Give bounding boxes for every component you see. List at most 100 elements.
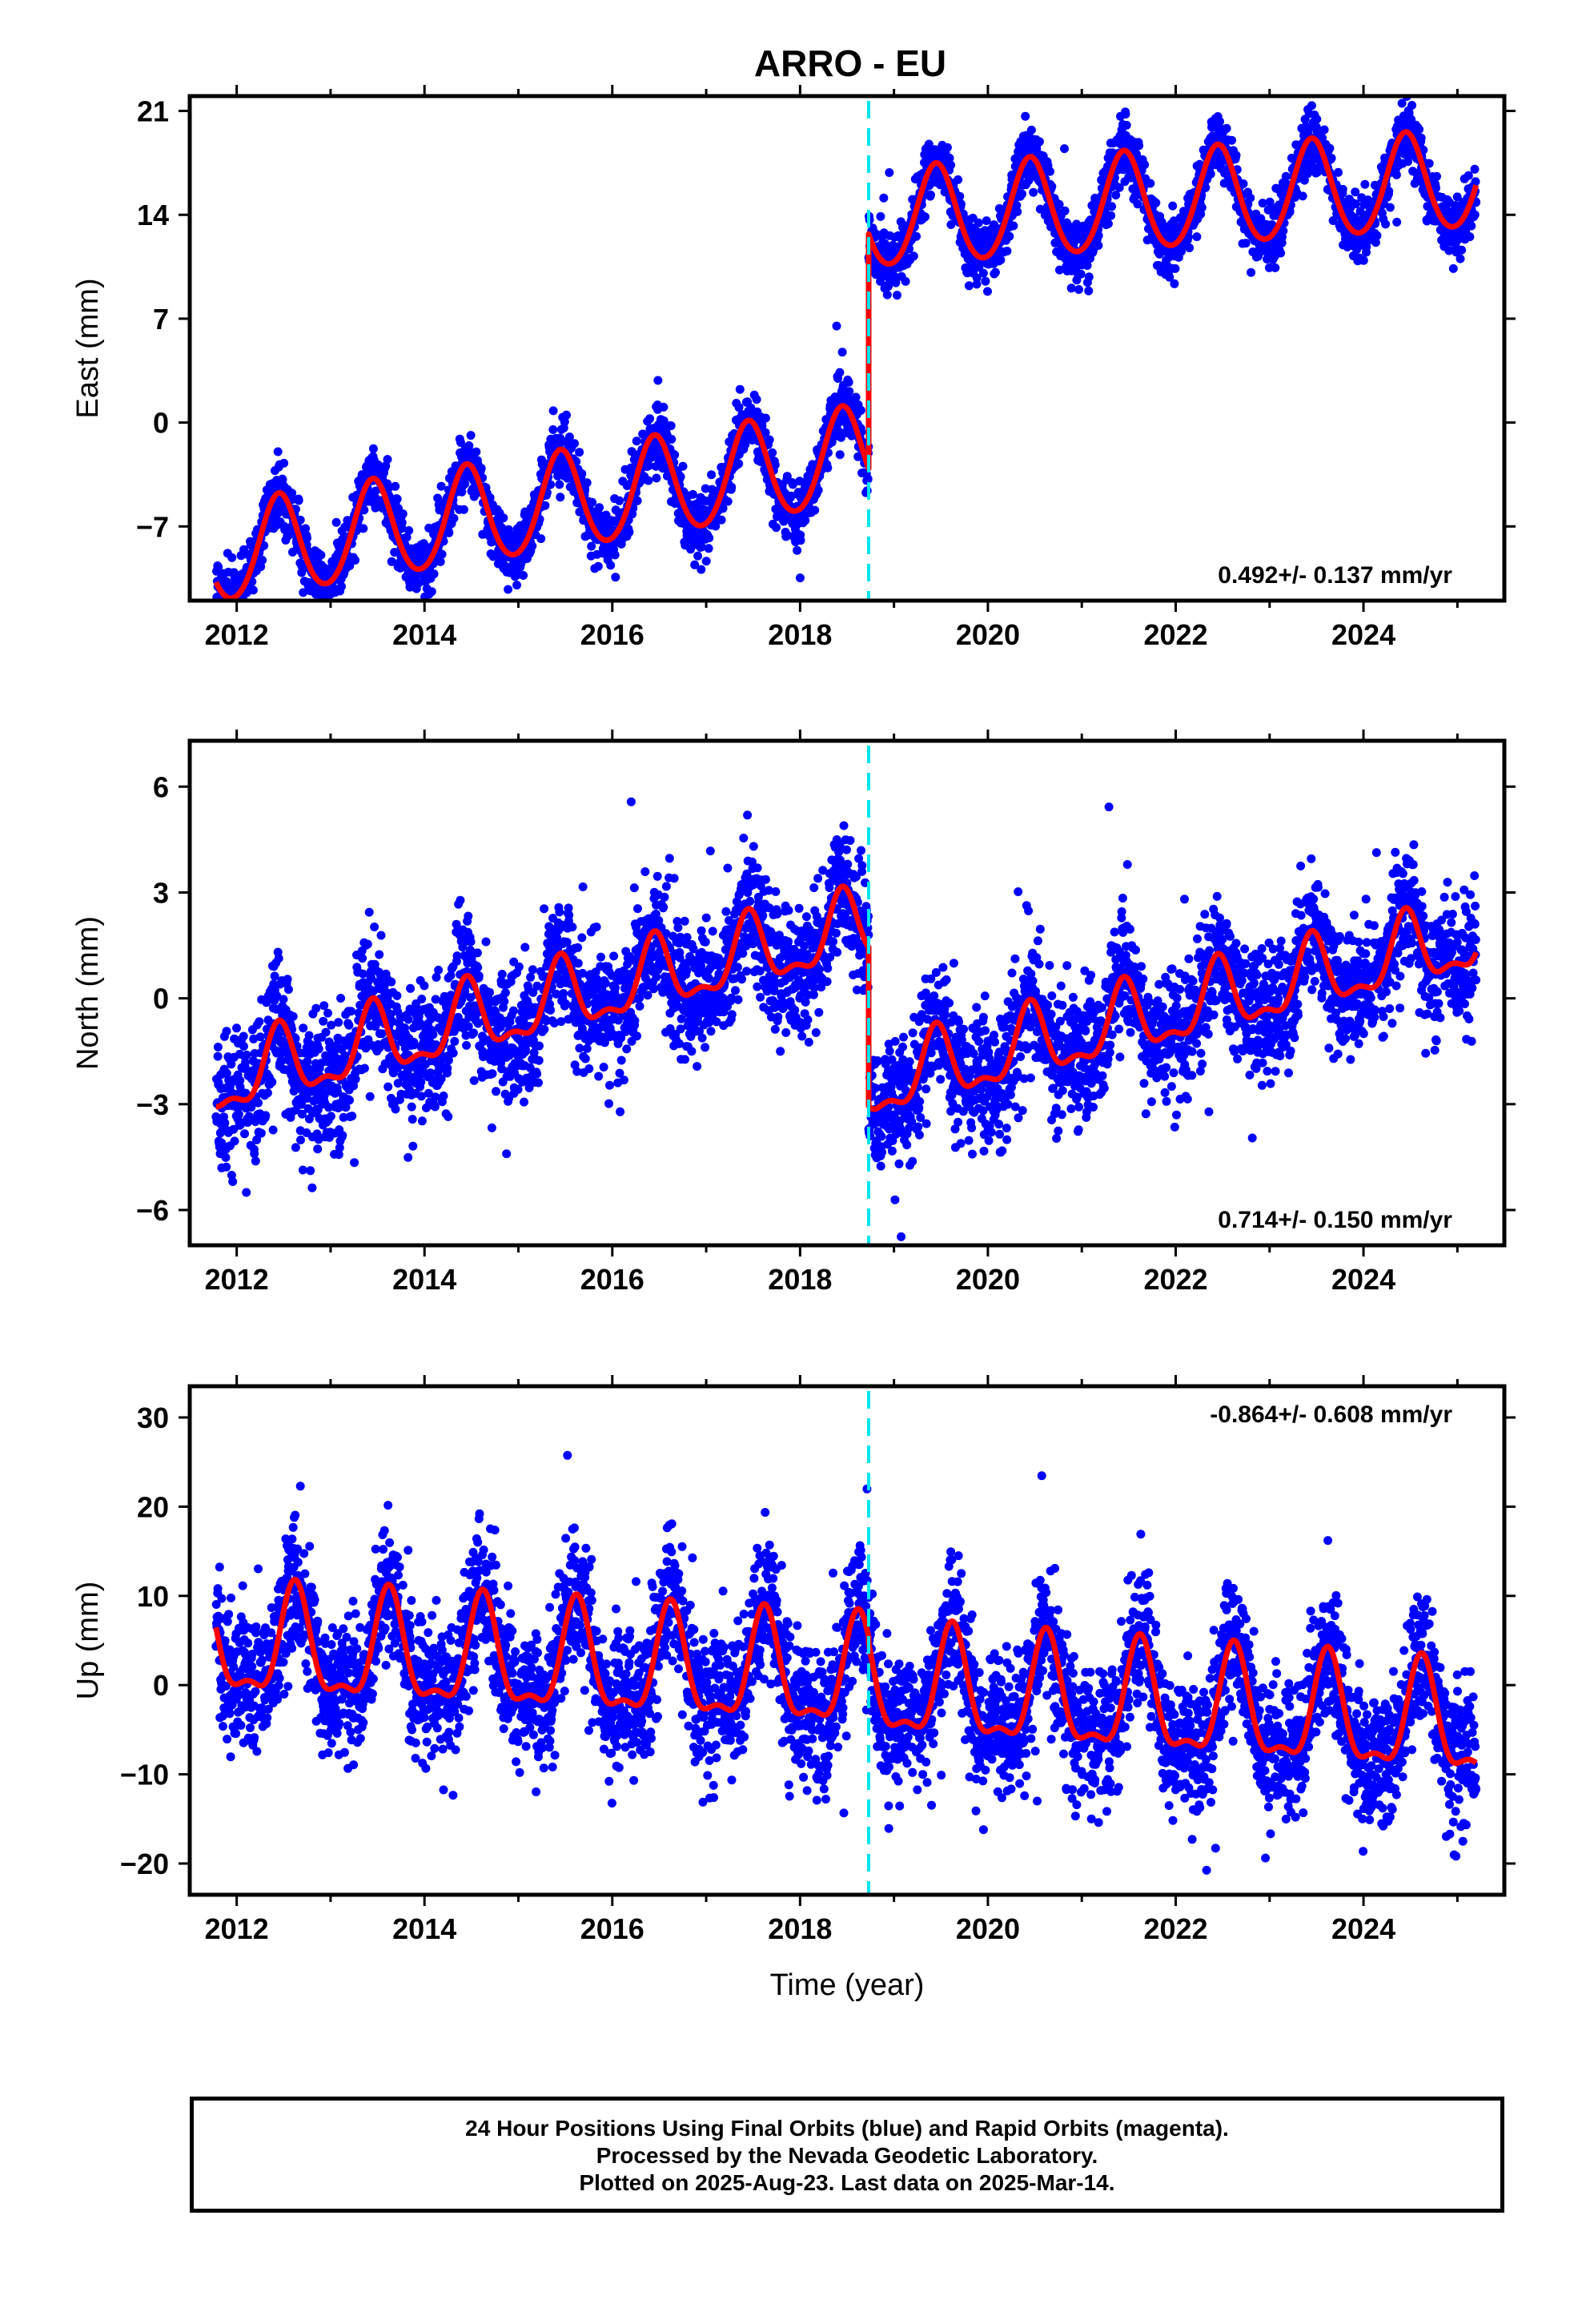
east-point (1415, 125, 1424, 135)
north-point (313, 1144, 323, 1154)
east-point (1021, 111, 1030, 121)
east-point (1424, 159, 1434, 168)
east-point (555, 480, 564, 489)
east-point (241, 601, 250, 610)
east-point (1471, 177, 1480, 187)
north-point (254, 1098, 263, 1108)
east-y-tick-label: 21 (137, 95, 169, 128)
east-point (436, 557, 445, 566)
east-point (1325, 143, 1335, 153)
east-point (546, 480, 556, 489)
east-point (1122, 120, 1131, 130)
east-point (1060, 206, 1070, 215)
east-point (796, 536, 805, 545)
east-point (1121, 110, 1130, 119)
east-point (765, 435, 774, 444)
east-point (761, 413, 770, 423)
panel-north: 2012 2014 2016 2018 2020 2022 2024−6−3036North… (71, 730, 1516, 1296)
east-point (893, 291, 901, 300)
east-point (727, 482, 737, 492)
east-point (402, 533, 412, 542)
east-point (556, 493, 565, 502)
east-point (359, 505, 369, 515)
east-point (982, 216, 991, 226)
east-point (485, 493, 495, 502)
east-point (964, 281, 974, 291)
east-y-tick-label: 14 (137, 199, 169, 231)
east-point (704, 544, 713, 553)
north-point (274, 954, 283, 963)
east-point (588, 497, 597, 507)
east-point (1002, 247, 1012, 255)
east-point (239, 545, 248, 554)
east-point (322, 603, 331, 612)
east-point (1222, 123, 1231, 133)
east-point (1018, 189, 1026, 199)
east-point (577, 469, 587, 478)
east-point (1298, 191, 1307, 201)
east-point (371, 486, 380, 496)
east-point (1140, 160, 1150, 170)
east-point (328, 609, 337, 617)
east-point (1206, 169, 1215, 179)
east-point (1168, 201, 1178, 211)
east-point (279, 458, 289, 468)
east-point (1013, 207, 1022, 216)
east-point (1192, 232, 1202, 242)
east-x-tick-label: 2020 (956, 618, 1020, 651)
east-point (437, 549, 447, 559)
east-point (610, 550, 620, 560)
east-point (857, 405, 865, 415)
east-point (768, 448, 777, 457)
east-point (397, 518, 407, 528)
east-point (689, 489, 697, 499)
north-point (299, 1023, 308, 1033)
north-point (250, 1149, 259, 1159)
east-y-axis-label: East (mm) (71, 278, 105, 418)
north-point (232, 1023, 241, 1033)
north-point (304, 1031, 314, 1040)
east-point (1151, 198, 1161, 207)
north-point (255, 1032, 265, 1042)
east-point (909, 251, 918, 261)
east-point (476, 464, 486, 473)
north-point (298, 1165, 307, 1175)
east-point (882, 290, 892, 300)
north-point (288, 1011, 298, 1021)
north-point (221, 1152, 231, 1162)
east-point (990, 267, 1000, 277)
east-point (1467, 221, 1476, 231)
east-point (1470, 164, 1480, 174)
east-point (1391, 170, 1401, 179)
east-point (1327, 154, 1336, 163)
east-point (701, 557, 711, 566)
east-point (570, 439, 579, 448)
north-point (296, 1136, 305, 1144)
east-point (983, 287, 992, 296)
east-point (1241, 239, 1251, 248)
east-point (670, 450, 680, 460)
east-point (1074, 285, 1083, 294)
east-point (659, 416, 669, 425)
east-point (444, 528, 454, 537)
east-point (926, 190, 935, 199)
east-point (1247, 267, 1256, 277)
north-point (314, 1044, 323, 1054)
east-point (548, 425, 558, 434)
east-point (1107, 202, 1117, 211)
east-point (223, 606, 231, 615)
east-point (1215, 117, 1224, 127)
east-point (652, 473, 661, 483)
east-point (632, 496, 642, 505)
east-point (1227, 135, 1236, 145)
east-point (224, 602, 233, 611)
east-point (1470, 210, 1480, 219)
east-point (392, 494, 402, 504)
east-point (1084, 286, 1094, 296)
east-point (1111, 191, 1121, 200)
east-point (331, 517, 341, 527)
east-point (560, 417, 569, 427)
east-point (835, 368, 845, 377)
east-point (835, 450, 845, 460)
